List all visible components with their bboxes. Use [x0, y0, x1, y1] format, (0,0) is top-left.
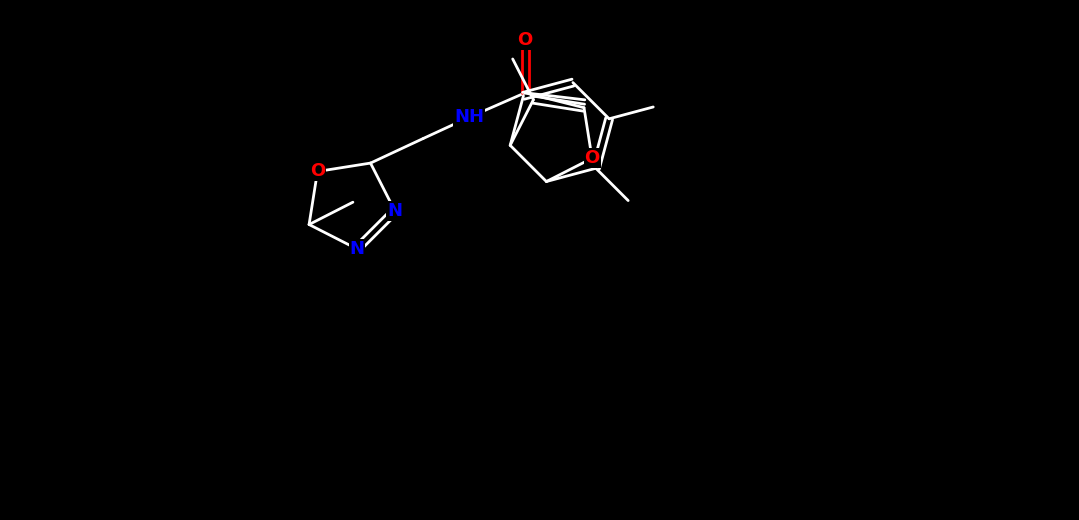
Text: N: N — [350, 240, 365, 258]
Text: NH: NH — [454, 108, 483, 126]
Text: N: N — [387, 202, 402, 220]
Text: O: O — [518, 31, 533, 49]
Text: O: O — [585, 149, 600, 167]
Text: O: O — [310, 162, 325, 180]
